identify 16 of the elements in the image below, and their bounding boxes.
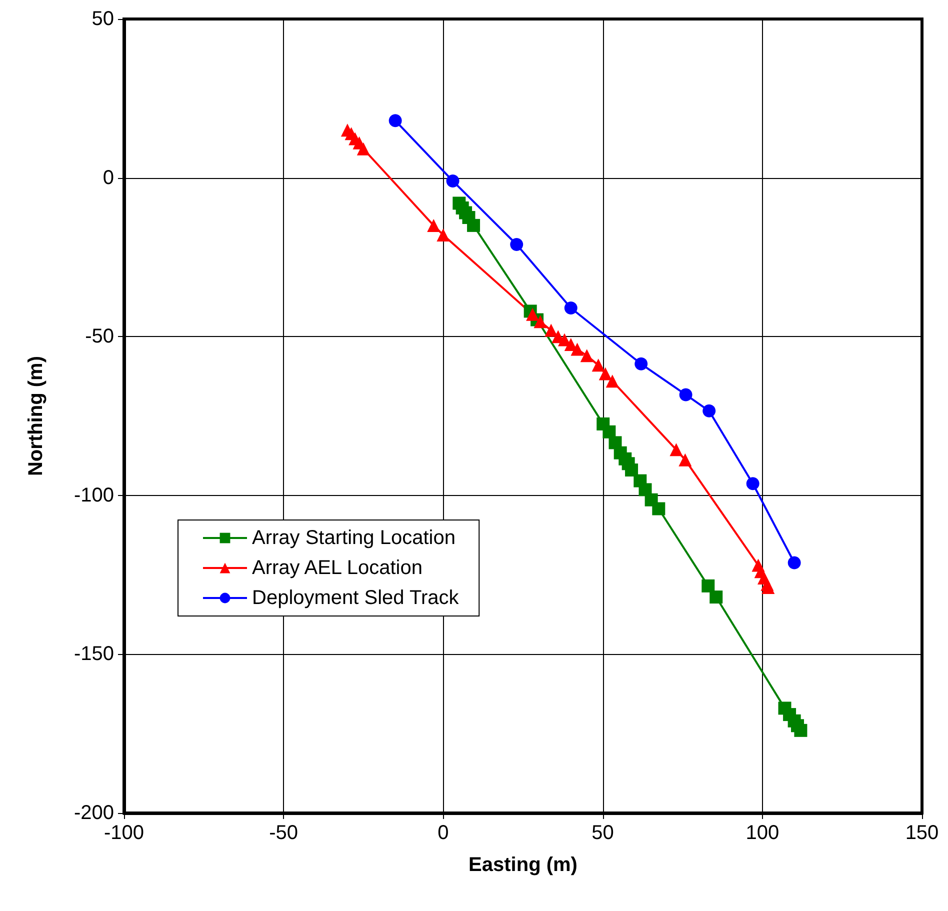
legend-label: Deployment Sled Track bbox=[252, 587, 460, 609]
y-tick-label: 0 bbox=[102, 166, 114, 189]
x-tick-label: 100 bbox=[746, 822, 780, 844]
legend-label: Array Starting Location bbox=[252, 527, 456, 549]
x-axis-title: Easting (m) bbox=[468, 854, 578, 876]
y-tick-label: -200 bbox=[74, 802, 114, 824]
x-tick-label: 50 bbox=[592, 822, 614, 844]
x-tick-label: -50 bbox=[269, 822, 298, 844]
legend-label: Array AEL Location bbox=[252, 557, 422, 579]
y-tick-label: -100 bbox=[74, 484, 114, 506]
x-tick-label: 0 bbox=[438, 822, 449, 844]
y-tick-label: -50 bbox=[85, 326, 114, 348]
y-tick-label: 50 bbox=[92, 8, 114, 30]
x-tick-label: 150 bbox=[905, 822, 939, 844]
y-axis-title: Northing (m) bbox=[25, 356, 47, 476]
y-tick-label: -150 bbox=[74, 643, 114, 666]
